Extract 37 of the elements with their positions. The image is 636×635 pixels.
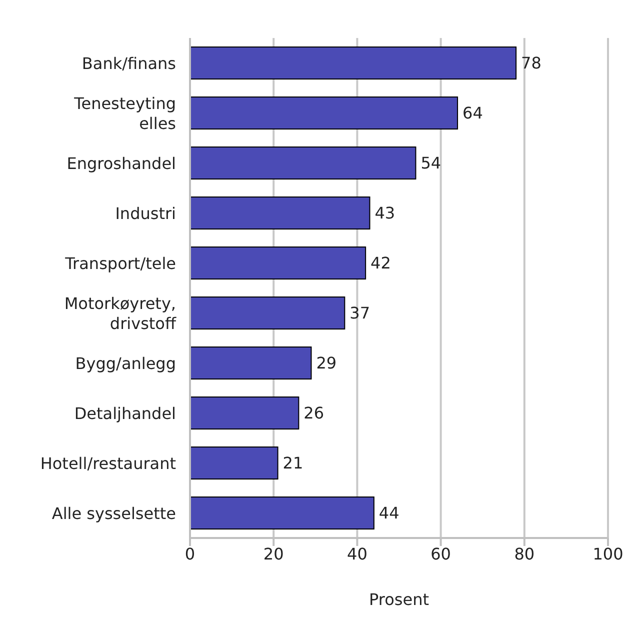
y-tick-label: Industri (115, 204, 176, 222)
y-tick-label: Detaljhandel (74, 404, 176, 422)
bar (190, 346, 312, 380)
bar (190, 446, 278, 480)
x-tick-label: 20 (263, 544, 284, 564)
y-tick-label: Bank/finans (82, 54, 176, 72)
data-label: 42 (370, 254, 391, 273)
y-tick-label: Bygg/anlegg (75, 354, 176, 372)
x-tick-label: 100 (592, 544, 624, 564)
x-axis-title: Prosent (369, 590, 429, 609)
x-tick-label: 0 (184, 544, 196, 564)
bar (190, 196, 370, 230)
data-label: 21 (282, 454, 304, 473)
bar (190, 96, 458, 130)
y-tick-label: Tenesteyting elles (73, 94, 176, 132)
bar (190, 146, 416, 180)
data-label: 78 (521, 54, 542, 73)
data-label: 37 (350, 304, 370, 323)
data-label: 29 (316, 354, 337, 373)
data-label: 44 (378, 504, 400, 523)
data-label: 64 (462, 104, 483, 123)
bar (190, 46, 517, 80)
x-tick-label: 80 (514, 544, 535, 564)
bar (190, 246, 366, 280)
bar (190, 296, 346, 330)
bar (190, 396, 300, 430)
data-label: 26 (304, 404, 324, 423)
data-label: 43 (374, 204, 396, 223)
data-label: 54 (420, 154, 442, 173)
y-tick-label: Transport/tele (64, 254, 176, 272)
y-tick-label: Alle sysselsette (52, 504, 176, 522)
y-tick-label: Motorkøyrety, drivstoff (64, 294, 177, 332)
bar (190, 496, 374, 530)
x-tick-label: 60 (430, 544, 451, 564)
y-tick-label: Engroshandel (66, 154, 176, 172)
x-tick-label: 40 (347, 544, 368, 564)
y-tick-label: Hotell/restaurant (40, 454, 176, 472)
